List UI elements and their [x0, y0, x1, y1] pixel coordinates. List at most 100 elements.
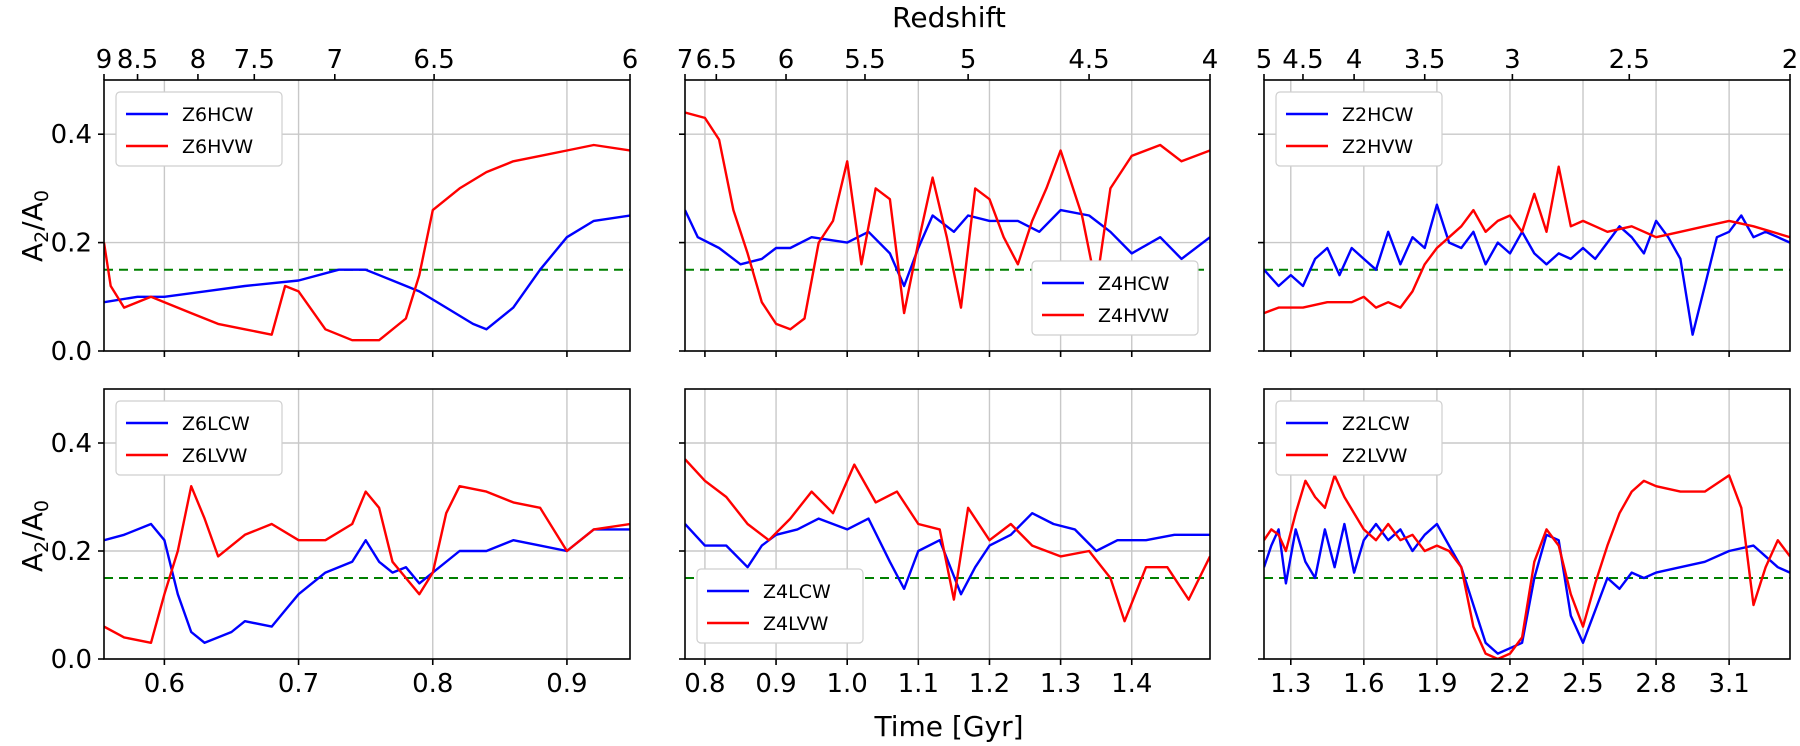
panel-p22: 0.8 0.9 1.0 1.1 1.2 1.3 1.4 Z4LCW Z4LVW	[679, 388, 1211, 699]
x-tick-label: 0.6	[144, 669, 185, 699]
series-z2lvw	[1264, 474, 1790, 659]
y-tick-label: 0.0	[51, 645, 92, 675]
top-tick-label: 3	[1504, 45, 1521, 75]
plot-frame	[103, 388, 631, 660]
y-tick-label: 0.4	[51, 120, 92, 150]
legend-label: Z6HCW	[182, 104, 254, 126]
legend-box	[115, 400, 283, 476]
top-tick-label: 7	[677, 45, 694, 75]
x-tick-label: 0.8	[412, 669, 453, 699]
panel-p21: 0.0 0.2 0.4 0.6 0.7 0.8 0.9 Z6LCW Z6LVW	[51, 388, 631, 699]
top-tick-label: 3.5	[1404, 45, 1445, 75]
panel-p23: 1.3 1.6 1.9 2.2 2.5 2.8 3.1 Z2LCW Z2LVW	[1258, 388, 1791, 699]
series-group	[685, 111, 1210, 331]
series-z4hcw	[685, 208, 1210, 288]
series-group	[104, 143, 630, 342]
legend: Z4LCW Z4LVW	[696, 568, 864, 644]
top-axis-title: Redshift	[892, 1, 1006, 34]
top-tick-label: 4.5	[1068, 45, 1109, 75]
plot-frame	[103, 79, 631, 352]
x-tick-label: 0.8	[684, 669, 725, 699]
top-tick-label: 9	[96, 45, 113, 75]
legend-box	[1275, 91, 1443, 167]
legend-box	[1275, 400, 1443, 476]
x-tick-label: 1.6	[1343, 669, 1384, 699]
panel-p13: 5 4.5 4 3.5 3 2.5 2 Z2HCW Z2HVW	[1256, 45, 1799, 357]
top-tick-label: 7	[327, 45, 344, 75]
top-tick-label: 4.5	[1282, 45, 1323, 75]
plot-frame	[684, 388, 1211, 660]
plot-frame	[684, 79, 1211, 352]
legend-box	[115, 91, 283, 167]
x-tick-label: 2.5	[1562, 669, 1603, 699]
series-z4lcw	[685, 512, 1210, 596]
y-axis-title-bottom: A2/A0	[16, 500, 53, 572]
legend-label: Z4LVW	[763, 613, 829, 635]
legend-label: Z6LVW	[182, 445, 248, 467]
x-tick-label: 1.9	[1416, 669, 1457, 699]
panel-p12: 7 6.5 6 5.5 5 4.5 4 Z4HCW Z4HVW	[677, 45, 1219, 357]
x-tick-label: 0.7	[278, 669, 319, 699]
y-tick-label: 0.2	[51, 537, 92, 567]
x-tick-label: 1.3	[1270, 669, 1311, 699]
top-tick-label: 5	[960, 45, 977, 75]
legend: Z2HCW Z2HVW	[1275, 91, 1443, 167]
legend-label: Z2HVW	[1342, 136, 1413, 158]
legend: Z6LCW Z6LVW	[115, 400, 283, 476]
x-tick-label: 0.9	[755, 669, 796, 699]
legend-label: Z4HCW	[1098, 273, 1170, 295]
legend: Z6HCW Z6HVW	[115, 91, 283, 167]
legend-box	[696, 568, 864, 644]
x-tick-label: 2.8	[1635, 669, 1676, 699]
legend-label: Z6LCW	[182, 413, 250, 435]
series-z6hvw	[104, 143, 630, 342]
panel-p11: 0.0 0.2 0.4 9 8.5 8 7.5 7 6.5 6 Z6HCW Z6HVW	[51, 45, 639, 367]
series-group	[685, 458, 1210, 623]
series-group	[1264, 165, 1790, 336]
x-tick-label: 3.1	[1708, 669, 1749, 699]
legend: Z4HCW Z4HVW	[1031, 260, 1199, 336]
y-tick-label: 0.4	[51, 429, 92, 459]
series-group	[104, 485, 630, 644]
top-tick-label: 2.5	[1609, 45, 1650, 75]
top-tick-label: 4	[1346, 45, 1363, 75]
x-tick-label: 1.2	[969, 669, 1010, 699]
top-tick-label: 6	[622, 45, 639, 75]
series-z4hvw	[685, 111, 1210, 331]
legend-box	[1031, 260, 1199, 336]
y-tick-label: 0.0	[51, 337, 92, 367]
legend-label: Z4HVW	[1098, 305, 1169, 327]
series-group	[1264, 474, 1790, 659]
x-tick-label: 1.4	[1111, 669, 1152, 699]
series-z6lvw	[104, 485, 630, 644]
top-tick-label: 4	[1202, 45, 1219, 75]
plot-frame	[1263, 79, 1791, 352]
x-tick-label: 1.0	[827, 669, 868, 699]
series-z2hvw	[1264, 165, 1790, 315]
top-tick-label: 6.5	[413, 45, 454, 75]
top-tick-label: 6	[778, 45, 795, 75]
x-tick-label: 1.1	[898, 669, 939, 699]
series-z4lvw	[685, 458, 1210, 623]
x-tick-label: 2.2	[1489, 669, 1530, 699]
legend-label: Z2HCW	[1342, 104, 1414, 126]
legend-label: Z4LCW	[763, 581, 831, 603]
x-tick-label: 1.3	[1040, 669, 1081, 699]
top-tick-label: 2	[1782, 45, 1799, 75]
top-tick-label: 8.5	[117, 45, 158, 75]
series-z6hcw	[104, 214, 630, 331]
top-tick-label: 5.5	[844, 45, 885, 75]
y-axis-title-top: A2/A0	[16, 190, 53, 262]
top-tick-label: 6.5	[696, 45, 737, 75]
top-tick-label: 5	[1256, 45, 1273, 75]
legend: Z2LCW Z2LVW	[1275, 400, 1443, 476]
series-z2lcw	[1264, 522, 1790, 655]
plot-frame	[1263, 388, 1791, 660]
y-tick-label: 0.2	[51, 229, 92, 259]
x-tick-label: 0.9	[546, 669, 587, 699]
top-tick-label: 7.5	[234, 45, 275, 75]
legend-label: Z2LCW	[1342, 413, 1410, 435]
series-z6lcw	[104, 522, 630, 644]
legend-label: Z2LVW	[1342, 445, 1408, 467]
